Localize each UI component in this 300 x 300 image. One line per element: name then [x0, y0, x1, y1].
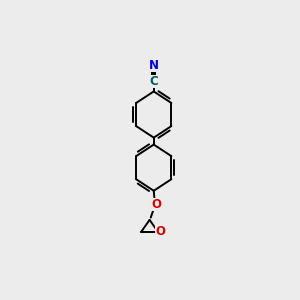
- Text: O: O: [151, 198, 161, 211]
- Text: O: O: [155, 225, 165, 239]
- Text: N: N: [149, 59, 159, 72]
- Text: C: C: [149, 75, 158, 88]
